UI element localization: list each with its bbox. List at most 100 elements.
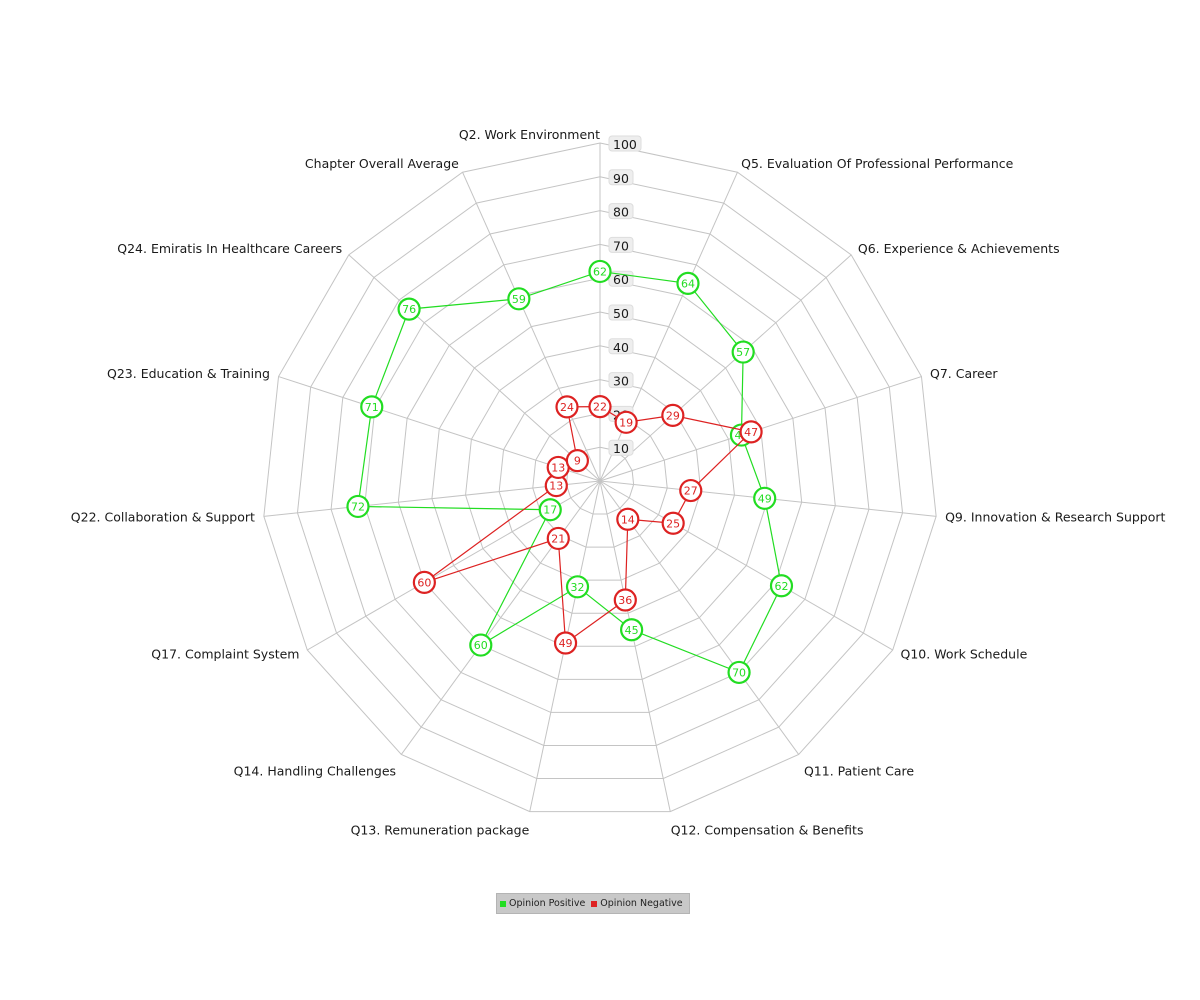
grid-ring	[296, 176, 904, 780]
data-label: 14	[621, 513, 635, 526]
category-label: Q17. Complaint System	[151, 647, 299, 662]
svg-text:80: 80	[613, 205, 629, 220]
data-point[interactable]: 14	[616, 507, 640, 531]
data-point[interactable]: 76	[397, 297, 421, 321]
data-label: 72	[351, 500, 365, 513]
data-label: 27	[684, 485, 698, 498]
category-label: Q22. Collaboration & Support	[71, 509, 255, 524]
data-label: 49	[758, 492, 772, 505]
legend-swatch	[591, 900, 598, 907]
series-line	[357, 270, 783, 674]
data-point[interactable]: 27	[679, 478, 703, 503]
legend-item[interactable]: Opinion Negative	[591, 898, 683, 909]
data-label: 57	[736, 346, 750, 359]
axis-spoke	[278, 376, 601, 482]
data-label: 60	[474, 639, 488, 652]
data-label: 9	[574, 455, 581, 468]
grid-ring	[431, 311, 769, 647]
grid-ring	[263, 142, 937, 813]
data-point[interactable]: 64	[676, 271, 700, 295]
category-label: Q24. Emiratis In Healthcare Careers	[117, 241, 342, 256]
data-point[interactable]: 47	[739, 420, 763, 444]
data-point[interactable]: 59	[507, 287, 531, 311]
category-label: Q6. Experience & Achievements	[858, 241, 1060, 256]
data-label: 64	[681, 277, 695, 290]
data-point[interactable]: 32	[565, 575, 590, 599]
category-label: Q14. Handling Challenges	[234, 764, 396, 779]
grid-ring	[465, 345, 735, 614]
category-label: Q2. Work Environment	[459, 127, 600, 142]
data-label: 62	[774, 580, 788, 593]
data-point[interactable]: 71	[360, 395, 384, 419]
category-label: Q10. Work Schedule	[901, 647, 1028, 662]
series-layer: 6264574449627045326017727176592219294727…	[346, 259, 794, 685]
axis-spoke	[400, 480, 601, 755]
data-point[interactable]: 62	[769, 574, 794, 598]
data-point[interactable]: 49	[553, 631, 578, 655]
data-point[interactable]: 60	[469, 633, 493, 657]
category-label: Q11. Patient Care	[804, 764, 914, 779]
grid-ring	[498, 379, 702, 581]
category-label: Q7. Career	[930, 366, 998, 381]
data-label: 59	[512, 293, 526, 306]
data-point[interactable]: 45	[620, 618, 644, 642]
data-label: 45	[625, 624, 639, 637]
data-point[interactable]: 24	[555, 395, 579, 419]
svg-text:60: 60	[613, 272, 629, 287]
legend: Opinion Positive Opinion Negative	[496, 893, 690, 914]
category-label: Q13. Remuneration package	[351, 822, 530, 837]
grid-ring	[364, 243, 836, 713]
data-point[interactable]: 72	[346, 494, 370, 519]
category-labels: Q2. Work Environment Q5. Evaluation Of Pr…	[71, 127, 1166, 837]
svg-text:100: 100	[613, 137, 637, 152]
data-point[interactable]: 25	[661, 511, 685, 535]
tick-label: 100	[608, 135, 642, 152]
data-label: 36	[618, 594, 632, 607]
category-label: Q23. Education & Training	[107, 366, 270, 381]
data-point[interactable]: 19	[614, 410, 638, 434]
tick-label: 70	[608, 236, 634, 253]
data-label: 70	[732, 666, 746, 679]
axis-spoke	[462, 172, 601, 482]
data-point[interactable]: 57	[731, 340, 755, 364]
series-line	[424, 406, 753, 645]
data-point[interactable]: 49	[753, 486, 777, 510]
data-point[interactable]: 21	[546, 526, 570, 551]
data-label: 62	[593, 265, 607, 278]
axis-spoke	[348, 254, 601, 482]
series-opinion-positive: 626457444962704532601772717659	[346, 259, 794, 685]
data-label: 29	[666, 409, 680, 422]
data-point[interactable]: 62	[588, 259, 612, 284]
data-label: 60	[417, 576, 431, 589]
tick-label: 90	[608, 169, 634, 186]
axis-spoke	[263, 480, 601, 517]
data-label: 71	[365, 401, 379, 414]
data-label: 25	[666, 517, 680, 530]
data-point[interactable]: 13	[544, 473, 568, 498]
svg-text:10: 10	[613, 441, 629, 456]
category-label: Q12. Compensation & Benefits	[671, 822, 864, 837]
data-point[interactable]: 70	[727, 660, 751, 685]
svg-text:50: 50	[613, 306, 629, 321]
data-label: 13	[549, 480, 563, 493]
svg-text:70: 70	[613, 238, 629, 253]
data-point[interactable]: 17	[538, 498, 562, 522]
axis-spoke	[599, 480, 671, 812]
axis-spoke	[599, 480, 893, 651]
tick-label: 80	[608, 203, 634, 220]
data-point[interactable]: 60	[412, 570, 436, 595]
category-label: Chapter Overall Average	[305, 156, 459, 171]
tick-label: 50	[608, 304, 634, 321]
data-label: 49	[559, 637, 573, 650]
data-point[interactable]: 36	[613, 588, 637, 612]
data-point[interactable]: 22	[588, 395, 612, 419]
grid-ring	[397, 277, 803, 680]
radar-grid	[263, 142, 937, 813]
grid-ring	[330, 210, 870, 746]
legend-item[interactable]: Opinion Positive	[500, 898, 585, 909]
data-point[interactable]: 29	[661, 403, 685, 428]
data-point[interactable]: 13	[546, 455, 570, 480]
data-point[interactable]: 9	[565, 449, 589, 473]
data-label: 47	[744, 426, 758, 439]
